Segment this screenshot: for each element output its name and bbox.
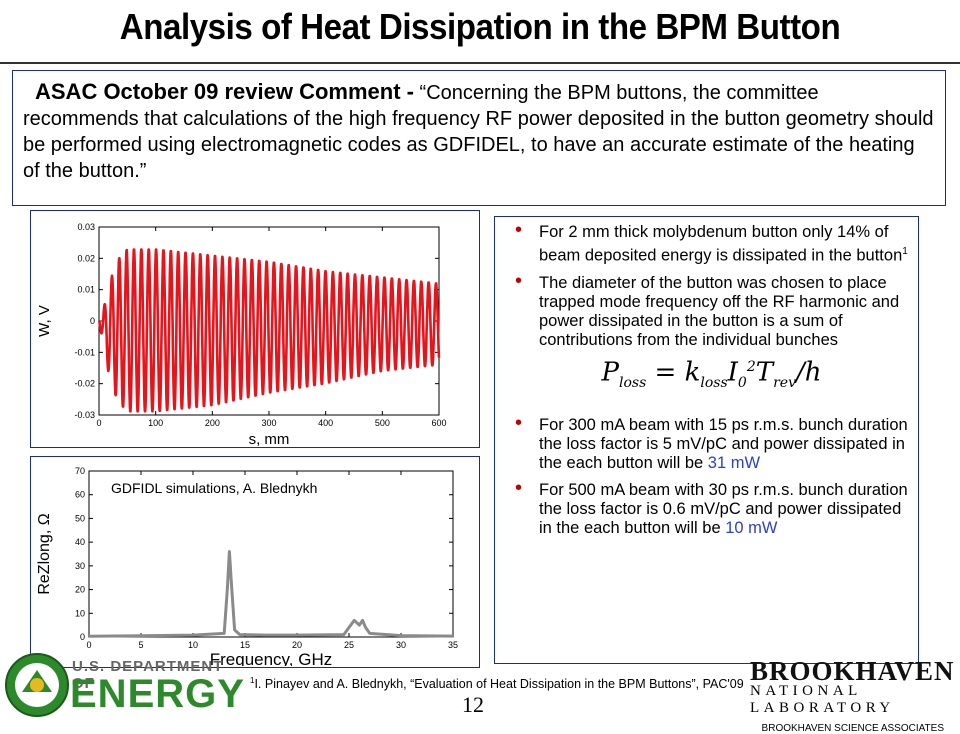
- x-tick-label: 600: [431, 418, 446, 428]
- x-tick-label: 30: [396, 640, 406, 650]
- doe-logo: U.S. DEPARTMENT OF ENERGY: [0, 648, 244, 720]
- formula-symbol: I: [727, 357, 738, 388]
- x-tick-label: 35: [448, 640, 458, 650]
- formula-superscript: 2: [746, 358, 756, 375]
- bullet-list: • For 2 mm thick molybdenum button only …: [494, 216, 919, 664]
- x-tick-label: 100: [148, 418, 163, 428]
- slide-title: Analysis of Heat Dissipation in the BPM …: [119, 6, 841, 47]
- formula-subscript: loss: [618, 374, 647, 391]
- y-tick-label: 0: [90, 316, 95, 326]
- power-loss-formula: Ploss = klossI02Trev/h: [513, 358, 910, 393]
- x-tick-label: 5: [138, 640, 143, 650]
- comment-heading: ASAC October 09 review Comment -: [35, 79, 414, 104]
- review-comment-box: ASAC October 09 review Comment - “Concer…: [12, 70, 946, 206]
- x-tick-label: 300: [261, 418, 276, 428]
- x-tick-label: 0: [86, 640, 91, 650]
- bnl-lab: NATIONAL LABORATORY: [750, 683, 895, 716]
- impedance-plot: 0 5 10 15 20 25 30 35 0 10 20 30 40 50 60 70 GDFIDL simu…: [30, 456, 480, 669]
- formula-symbol: /h: [796, 357, 822, 388]
- x-axis-label: s, mm: [249, 431, 290, 446]
- formula-subscript: rev: [773, 374, 796, 391]
- x-tick-label: 500: [375, 418, 390, 428]
- y-tick-label: -0.02: [74, 379, 95, 389]
- x-tick-label: 10: [188, 640, 198, 650]
- formula-symbol: P: [601, 357, 619, 388]
- footnote-text: I. Pinayev and A. Blednykh, “Evaluation …: [254, 677, 744, 692]
- y-tick-label: 50: [75, 513, 85, 523]
- formula-symbol: k: [684, 357, 701, 388]
- bullet-item: • The diameter of the button was chosen …: [513, 269, 910, 350]
- footnote: 1I. Pinayev and A. Blednykh, “Evaluation…: [250, 676, 744, 691]
- bullet-icon: •: [515, 477, 523, 500]
- bullet-text: For 300 mA beam with 15 ps r.m.s. bunch …: [539, 416, 908, 473]
- power-value: 31 mW: [707, 454, 761, 473]
- x-tick-label: 25: [344, 640, 354, 650]
- y-tick-label: -0.01: [74, 347, 95, 357]
- plot-frame: [88, 470, 454, 638]
- bullet-item: • For 300 mA beam with 15 ps r.m.s. bunc…: [513, 412, 910, 473]
- bullet-icon: •: [515, 269, 523, 292]
- x-tick-label: 0: [96, 418, 101, 428]
- y-tick-label: 0: [80, 632, 85, 642]
- y-tick-label: 60: [75, 490, 85, 500]
- x-tick-label: 400: [318, 418, 333, 428]
- y-tick-label: 70: [75, 466, 85, 476]
- y-tick-label: 40: [75, 537, 85, 547]
- chart-title: GDFIDL simulations, A. Blednykh: [111, 480, 317, 496]
- wake-potential-chart: 0 100 200 300 400 500 600 -0.03 -0.02 -0.01 0 0.01 0…: [36, 222, 447, 448]
- power-value: 10 mW: [725, 519, 778, 538]
- impedance-series-line: [88, 550, 454, 638]
- wake-potential-plot: 0 100 200 300 400 500 600 -0.03 -0.02 -0.01 0 0.01 0…: [30, 210, 480, 448]
- footnote-marker: 1: [902, 246, 908, 257]
- y-axis-label: W, V: [36, 305, 53, 337]
- doe-seal-icon: [5, 653, 69, 717]
- bullet-text: The diameter of the button was chosen to…: [539, 273, 900, 349]
- energy-text: ENERGY: [70, 672, 245, 716]
- bullet-item: • For 2 mm thick molybdenum button only …: [513, 219, 910, 266]
- formula-symbol: T: [755, 357, 774, 388]
- x-axis-label: Frequency, GHz: [210, 650, 333, 666]
- x-tick-label: 20: [292, 640, 302, 650]
- impedance-chart: 0 5 10 15 20 25 30 35 0 10 20 30 40 50 60 70 GDFIDL simu…: [36, 466, 458, 669]
- formula-subscript: loss: [700, 374, 728, 391]
- page-number: 12: [462, 692, 484, 717]
- formula-subscript: 0: [737, 374, 747, 391]
- y-tick-label: 0.03: [77, 222, 95, 232]
- y-tick-label: 10: [75, 608, 85, 618]
- bullet-text: For 500 mA beam with 30 ps r.m.s. bunch …: [539, 481, 908, 538]
- bullet-item: • For 500 mA beam with 30 ps r.m.s. bunc…: [513, 477, 910, 538]
- wake-series-line: [97, 248, 441, 413]
- bullet-icon: •: [515, 219, 523, 241]
- bullet-icon: •: [515, 412, 523, 435]
- y-tick-label: 0.01: [77, 285, 95, 295]
- x-tick-label: 15: [240, 640, 250, 650]
- footnote-marker: 1: [250, 676, 255, 685]
- bullet-text: For 2 mm thick molybdenum button only 14…: [539, 223, 903, 265]
- bnl-associates: BROOKHAVEN SCIENCE ASSOCIATES: [761, 723, 944, 734]
- bnl-name: BROOKHAVEN: [750, 656, 955, 686]
- bnl-logo: BROOKHAVEN NATIONAL LABORATORY BROOKHAVE…: [750, 656, 960, 734]
- y-tick-label: 0.02: [77, 253, 95, 263]
- x-tick-label: 200: [205, 418, 220, 428]
- comment-text: “Concerning the BPM buttons, the committ…: [23, 82, 934, 182]
- doe-text: U.S. DEPARTMENT OF: [72, 658, 224, 692]
- title-divider: [0, 62, 960, 64]
- y-tick-label: -0.03: [74, 410, 95, 420]
- y-tick-label: 30: [75, 561, 85, 571]
- formula-operator: =: [646, 357, 685, 388]
- y-tick-label: 20: [75, 585, 85, 595]
- y-axis-label: ReZlong, Ω: [36, 513, 53, 594]
